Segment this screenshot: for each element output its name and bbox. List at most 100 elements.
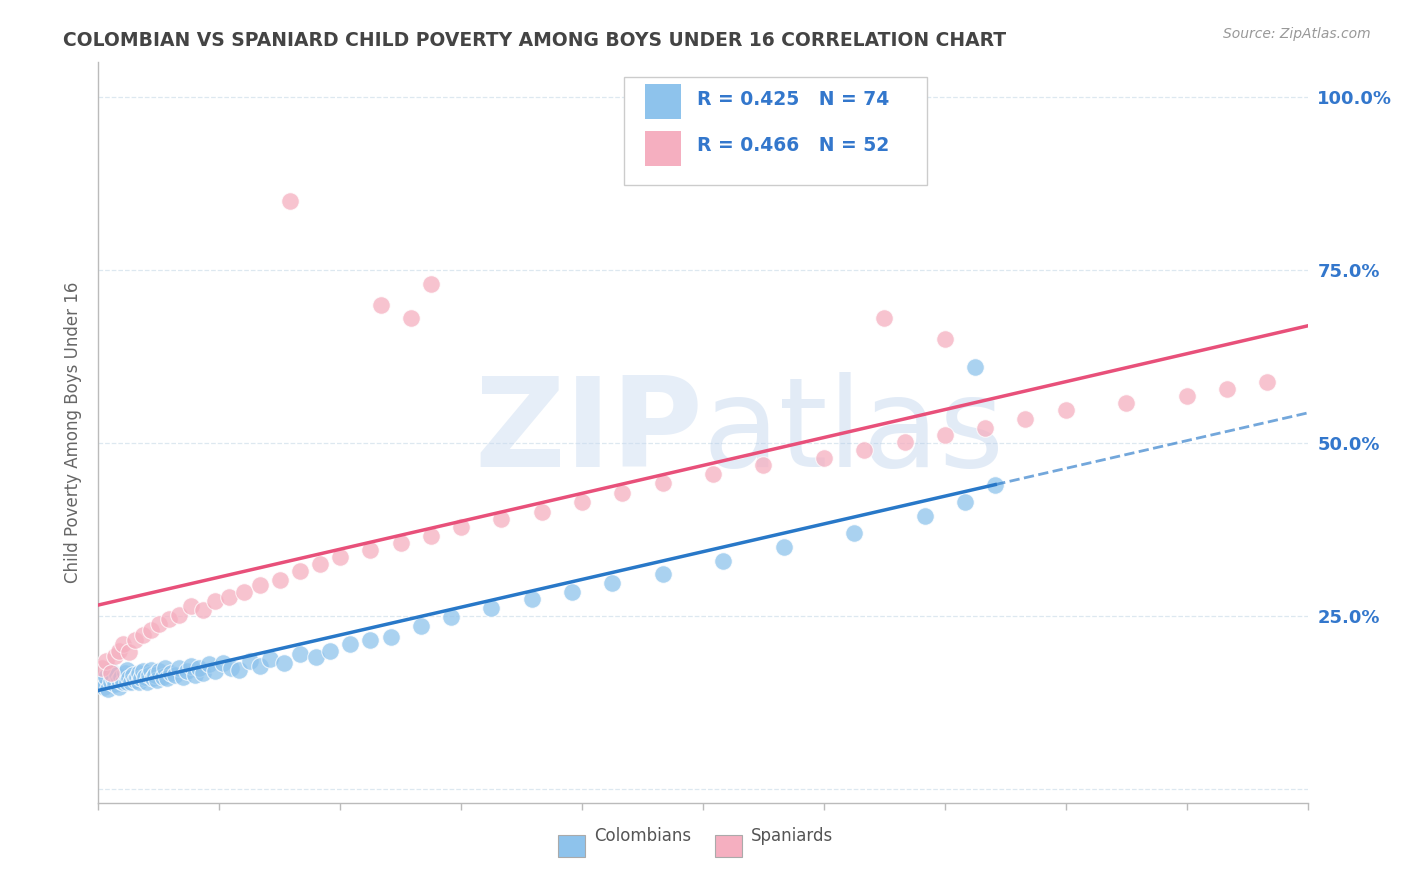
Point [399, 311, 422, 326]
Point [180, 599, 202, 613]
Point [212, 656, 235, 670]
Point [228, 663, 250, 677]
Point [612, 485, 634, 500]
Point [530, 505, 553, 519]
Point [100, 674, 122, 689]
Point [138, 667, 160, 681]
Y-axis label: Child Poverty Among Boys Under 16: Child Poverty Among Boys Under 16 [65, 282, 83, 583]
Point [772, 540, 794, 554]
Point [157, 612, 180, 626]
Point [193, 665, 215, 680]
Point [142, 671, 165, 685]
Point [651, 476, 673, 491]
Point [143, 667, 166, 681]
Point [204, 593, 226, 607]
Point [651, 567, 673, 582]
Point [180, 658, 202, 673]
Point [409, 619, 432, 633]
FancyBboxPatch shape [558, 835, 585, 857]
Point [269, 573, 291, 587]
Point [148, 665, 170, 679]
Point [146, 673, 169, 687]
Point [125, 670, 148, 684]
Point [1014, 411, 1036, 425]
Point [974, 421, 997, 435]
Text: Source: ZipAtlas.com: Source: ZipAtlas.com [1223, 27, 1371, 41]
Point [156, 671, 179, 685]
Point [139, 623, 162, 637]
Point [702, 467, 724, 482]
Point [91, 674, 114, 689]
Point [571, 495, 593, 509]
Text: COLOMBIAN VS SPANIARD CHILD POVERTY AMONG BOYS UNDER 16 CORRELATION CHART: COLOMBIAN VS SPANIARD CHILD POVERTY AMON… [63, 31, 1007, 50]
Point [105, 667, 128, 681]
Point [844, 525, 866, 540]
Point [148, 617, 170, 632]
Text: R = 0.425   N = 74: R = 0.425 N = 74 [697, 90, 889, 109]
Point [96, 654, 118, 668]
Point [110, 670, 132, 684]
Point [115, 663, 138, 677]
Point [96, 670, 118, 684]
Point [132, 665, 155, 679]
Point [309, 557, 332, 571]
Point [100, 665, 122, 680]
Point [249, 658, 271, 673]
Point [160, 665, 183, 680]
Point [103, 649, 125, 664]
Text: R = 0.466   N = 52: R = 0.466 N = 52 [697, 136, 889, 155]
Point [259, 652, 281, 666]
Point [193, 603, 215, 617]
Point [103, 677, 125, 691]
Point [100, 665, 122, 679]
Point [153, 661, 176, 675]
Point [198, 657, 221, 672]
Point [129, 671, 152, 685]
Point [389, 536, 412, 550]
Point [1256, 375, 1278, 389]
Point [914, 508, 936, 523]
Point [163, 667, 186, 681]
Point [420, 529, 443, 543]
Point [450, 520, 472, 534]
Point [118, 671, 141, 685]
Point [934, 427, 956, 442]
Point [305, 650, 328, 665]
Point [107, 673, 129, 687]
Point [107, 680, 129, 694]
Point [121, 667, 143, 681]
Point [239, 654, 262, 668]
Point [188, 661, 211, 675]
Point [1216, 382, 1239, 396]
Point [370, 297, 392, 311]
Point [953, 495, 976, 509]
FancyBboxPatch shape [645, 130, 682, 166]
Point [288, 647, 311, 661]
Point [101, 671, 124, 685]
Point [1175, 389, 1198, 403]
FancyBboxPatch shape [716, 835, 742, 857]
Point [218, 590, 240, 604]
Point [520, 591, 543, 606]
Point [132, 628, 155, 642]
Point [491, 512, 513, 526]
Point [893, 434, 915, 449]
Point [135, 674, 157, 689]
Point [249, 578, 271, 592]
Point [278, 194, 301, 208]
Point [114, 665, 136, 680]
Point [360, 543, 382, 558]
Point [111, 637, 134, 651]
Point [134, 670, 156, 684]
Point [167, 661, 190, 675]
Point [360, 633, 382, 648]
Point [176, 665, 198, 679]
Point [139, 663, 162, 677]
Point [873, 311, 896, 326]
Point [319, 643, 342, 657]
Point [184, 667, 207, 681]
Point [124, 633, 146, 648]
Point [120, 674, 142, 689]
Point [339, 637, 361, 651]
Point [93, 680, 115, 694]
